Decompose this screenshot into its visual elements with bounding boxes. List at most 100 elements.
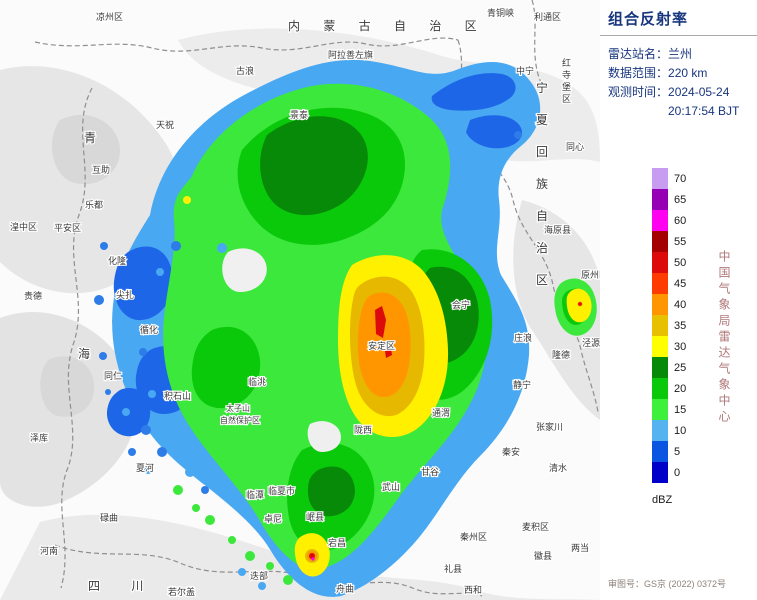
map-label: 泽库 (30, 432, 48, 443)
map-label: 泾源 (582, 337, 600, 348)
map-label: 积石山 (164, 390, 191, 401)
map-label: 回 (536, 145, 548, 159)
map-label: 化隆 (108, 255, 126, 266)
province-boundary (60, 87, 93, 589)
map-label: 古浪 (236, 65, 254, 76)
radar-echo-cell (157, 447, 167, 457)
map-label: 堡 (562, 81, 571, 92)
legend-swatch (652, 399, 668, 420)
legend-swatch (652, 357, 668, 378)
map-label: 陇西 (354, 424, 372, 435)
legend-row: 5 (652, 441, 686, 462)
legend-swatch (652, 273, 668, 294)
map-label: 中宁 (516, 65, 534, 76)
map-label: 自 (536, 209, 548, 223)
radar-echo-cell (266, 562, 274, 570)
legend-row: 50 (652, 252, 686, 273)
legend-value: 65 (674, 193, 687, 206)
map-label: 徽县 (534, 550, 552, 561)
radar-echo-cell (258, 582, 266, 590)
radar-echo (466, 115, 522, 149)
map-label: 张家川 (536, 421, 563, 432)
legend-row: 45 (652, 273, 686, 294)
legend-row: 65 (652, 189, 686, 210)
map-label: 静宁 (513, 379, 531, 390)
map-label: 通渭 (432, 408, 450, 418)
map-label: 秦州区 (460, 531, 487, 542)
agency-watermark: 中国气象局雷达气象中心 (717, 250, 731, 426)
map-label: 原州区 (581, 270, 600, 280)
radar-echo-cell (112, 318, 120, 326)
map-label: 尖扎 (116, 289, 134, 300)
legend-swatch (652, 441, 668, 462)
legend-row: 35 (652, 315, 686, 336)
map-label: 西和 (464, 585, 482, 595)
map-label: 海原县 (544, 224, 571, 235)
map-label: 景泰 (290, 109, 308, 120)
legend-swatch (652, 231, 668, 252)
radar-echo (191, 326, 261, 409)
page-title: 组合反射率 (608, 11, 689, 28)
radar-echo-cell (228, 536, 236, 544)
radar-echo-cell (100, 242, 108, 250)
map-label: 会宁 (452, 299, 470, 310)
info-panel: 组合反射率 雷达站名：兰州 数据范围：220 km 观测时间：2024-05-2… (600, 0, 757, 600)
map-label: 同仁 (104, 370, 122, 381)
radar-echo-cell (514, 131, 522, 139)
map-label: 循化 (140, 324, 158, 335)
legend-row: 30 (652, 336, 686, 357)
map-label: 卓尼 (264, 513, 282, 524)
map-label: 青 (84, 131, 96, 145)
map-label: 岷县 (306, 512, 324, 522)
range-label: 数据范围： (608, 66, 669, 80)
map-label: 临潭 (246, 489, 264, 500)
legend-row: 20 (652, 378, 686, 399)
terrain-shade (40, 356, 95, 417)
station-row: 雷达站名：兰州 (608, 45, 757, 64)
radar-echo (308, 466, 355, 517)
radar-echo-cell (99, 352, 107, 360)
radar-echo-cell (128, 448, 136, 456)
radar-echo (375, 306, 386, 338)
legend-row: 10 (652, 420, 686, 441)
radar-echo-cell (217, 243, 227, 253)
terrain-shade (51, 114, 121, 185)
radar-echo-cell (148, 390, 156, 398)
map-label: 秦安 (502, 446, 520, 457)
legend-value: 55 (674, 235, 687, 248)
map-label: 礼县 (444, 563, 462, 574)
map-label: 湟中区 (10, 221, 37, 232)
radar-echo-cell (205, 515, 215, 525)
legend-value: 50 (674, 256, 687, 269)
radar-echo-cell (94, 295, 104, 305)
radar-echo-cell (283, 575, 293, 585)
legend: 70 65 60 55 50 45 40 35 30 25 20 15 10 5 0 dBZ (652, 168, 686, 506)
legend-swatch (652, 462, 668, 483)
map-label: 寺 (562, 70, 571, 80)
radar-echo-cell (192, 504, 200, 512)
legend-row: 15 (652, 399, 686, 420)
legend-swatch (652, 294, 668, 315)
legend-row: 40 (652, 294, 686, 315)
legend-row: 70 (652, 168, 686, 189)
legend-value: 35 (674, 319, 687, 332)
map-label: 内 蒙 古 自 治 区 (288, 18, 487, 33)
map-label: 清水 (549, 462, 567, 473)
map-label: 安定区 (368, 340, 395, 351)
radar-echo-cell (122, 408, 130, 416)
legend-swatch (652, 189, 668, 210)
legend-row: 60 (652, 210, 686, 231)
radar-echo (260, 116, 368, 216)
map-label: 凉州区 (96, 11, 123, 22)
radar-echo (163, 83, 487, 570)
radar-echo-cell (183, 196, 191, 204)
map-label: 舟曲 (336, 583, 354, 594)
radar-echo-cell (171, 241, 181, 251)
legend-value: 15 (674, 403, 687, 416)
time-date: 2024-05-24 (668, 85, 730, 99)
map-label: 互助 (92, 164, 110, 175)
radar-echo (222, 248, 267, 292)
legend-swatch (652, 336, 668, 357)
map-label: 四 川 (88, 579, 157, 593)
map-label: 平安区 (54, 222, 81, 233)
